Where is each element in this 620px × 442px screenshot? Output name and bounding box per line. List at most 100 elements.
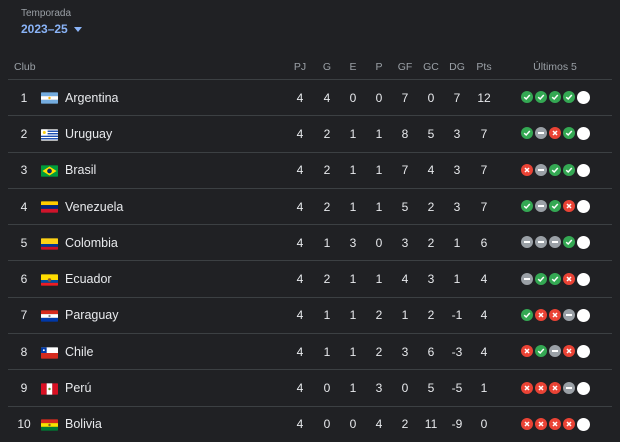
next-match-icon[interactable] — [576, 345, 590, 359]
draw-icon[interactable] — [520, 272, 533, 285]
win-icon[interactable] — [520, 91, 533, 104]
team-name[interactable]: Chile — [64, 333, 287, 370]
win-icon[interactable] — [534, 345, 547, 358]
loss-icon[interactable] — [548, 381, 561, 394]
loss-icon[interactable] — [562, 345, 575, 358]
next-match-icon[interactable] — [576, 163, 590, 177]
table-row[interactable]: 10 Bolivia 4 0 0 4 2 11 -9 0 — [8, 405, 613, 442]
stat-dg: 1 — [444, 260, 471, 298]
argentina-flag — [41, 92, 58, 105]
stat-e: 0 — [340, 78, 367, 116]
loss-icon[interactable] — [562, 417, 575, 430]
header-dg: DG — [449, 61, 465, 73]
stat-gf: 1 — [392, 296, 419, 334]
header-gc: GC — [423, 61, 439, 73]
win-icon[interactable] — [548, 163, 561, 176]
table-row[interactable]: 1 Argentina 4 4 0 0 7 0 7 12 — [8, 78, 613, 116]
table-row[interactable]: 9 Perú 4 0 1 3 0 5 -5 1 — [8, 369, 613, 407]
stat-dg: 1 — [444, 224, 471, 261]
draw-icon[interactable] — [534, 163, 547, 176]
win-icon[interactable] — [520, 200, 533, 213]
position: 4 — [8, 187, 40, 225]
win-icon[interactable] — [534, 91, 547, 104]
stat-pts: 12 — [470, 78, 499, 116]
stat-gc: 0 — [418, 78, 445, 116]
stat-g: 2 — [314, 260, 341, 298]
loss-icon[interactable] — [562, 200, 575, 213]
team-name[interactable]: Uruguay — [64, 115, 287, 153]
win-icon[interactable] — [562, 127, 575, 140]
stat-gc: 6 — [418, 333, 445, 370]
next-match-icon[interactable] — [576, 308, 590, 322]
stat-pts: 1 — [470, 369, 499, 407]
loss-icon[interactable] — [534, 381, 547, 394]
stat-g: 4 — [314, 78, 341, 116]
team-name[interactable]: Paraguay — [64, 296, 287, 334]
loss-icon[interactable] — [548, 417, 561, 430]
draw-icon[interactable] — [520, 236, 533, 249]
loss-icon[interactable] — [534, 417, 547, 430]
draw-icon[interactable] — [534, 236, 547, 249]
stat-pts: 4 — [470, 333, 499, 370]
table-row[interactable]: 8 Chile 4 1 1 2 3 6 -3 4 — [8, 333, 613, 370]
peru-flag — [41, 383, 58, 395]
loss-icon[interactable] — [562, 272, 575, 285]
draw-icon[interactable] — [562, 308, 575, 321]
form-last5 — [499, 200, 611, 214]
header-last5: Últimos 5 — [533, 61, 577, 73]
draw-icon[interactable] — [548, 236, 561, 249]
next-match-icon[interactable] — [576, 417, 590, 431]
stat-pj: 4 — [286, 405, 315, 442]
table-row[interactable]: 4 Venezuela 4 2 1 1 5 2 3 7 — [8, 187, 613, 225]
loss-icon[interactable] — [520, 163, 533, 176]
win-icon[interactable] — [548, 272, 561, 285]
next-match-icon[interactable] — [576, 236, 590, 250]
stat-dg: -1 — [444, 296, 471, 334]
next-match-icon[interactable] — [576, 91, 590, 105]
draw-icon[interactable] — [534, 200, 547, 213]
table-row[interactable]: 3 Brasil 4 2 1 1 7 4 3 7 — [8, 151, 613, 189]
loss-icon[interactable] — [520, 381, 533, 394]
stat-p: 1 — [366, 151, 393, 189]
draw-icon[interactable] — [534, 127, 547, 140]
team-name[interactable]: Argentina — [64, 78, 287, 116]
win-icon[interactable] — [548, 200, 561, 213]
win-icon[interactable] — [520, 127, 533, 140]
table-row[interactable]: 5 Colombia 4 1 3 0 3 2 1 6 — [8, 224, 613, 261]
next-match-icon[interactable] — [576, 200, 590, 214]
next-match-icon[interactable] — [576, 272, 590, 286]
position: 10 — [8, 405, 40, 442]
win-icon[interactable] — [520, 308, 533, 321]
next-match-icon[interactable] — [576, 127, 590, 141]
next-match-icon[interactable] — [576, 381, 590, 395]
draw-icon[interactable] — [562, 381, 575, 394]
loss-icon[interactable] — [548, 127, 561, 140]
team-name[interactable]: Bolivia — [64, 405, 287, 442]
season-label: Temporada — [21, 8, 72, 19]
win-icon[interactable] — [562, 163, 575, 176]
form-last5 — [499, 345, 611, 359]
draw-icon[interactable] — [548, 345, 561, 358]
win-icon[interactable] — [562, 236, 575, 249]
table-row[interactable]: 7 Paraguay 4 1 1 2 1 2 -1 4 — [8, 296, 613, 334]
season-dropdown[interactable]: 2023–25 — [21, 22, 82, 36]
position: 1 — [8, 78, 40, 116]
loss-icon[interactable] — [534, 308, 547, 321]
season-selector[interactable]: Temporada 2023–25 — [21, 8, 82, 36]
loss-icon[interactable] — [520, 345, 533, 358]
table-row[interactable]: 2 Uruguay 4 2 1 1 8 5 3 7 — [8, 115, 613, 153]
team-name[interactable]: Venezuela — [64, 187, 287, 225]
team-name[interactable]: Perú — [64, 369, 287, 407]
team-name[interactable]: Ecuador — [64, 260, 287, 298]
loss-icon[interactable] — [520, 417, 533, 430]
table-row[interactable]: 6 Ecuador 4 2 1 1 4 3 1 4 — [8, 260, 613, 298]
stat-dg: -5 — [444, 369, 471, 407]
win-icon[interactable] — [562, 91, 575, 104]
team-name[interactable]: Brasil — [64, 151, 287, 189]
header-gf: GF — [397, 61, 413, 73]
stat-gf: 7 — [392, 151, 419, 189]
team-name[interactable]: Colombia — [64, 224, 287, 261]
win-icon[interactable] — [548, 91, 561, 104]
win-icon[interactable] — [534, 272, 547, 285]
loss-icon[interactable] — [548, 308, 561, 321]
